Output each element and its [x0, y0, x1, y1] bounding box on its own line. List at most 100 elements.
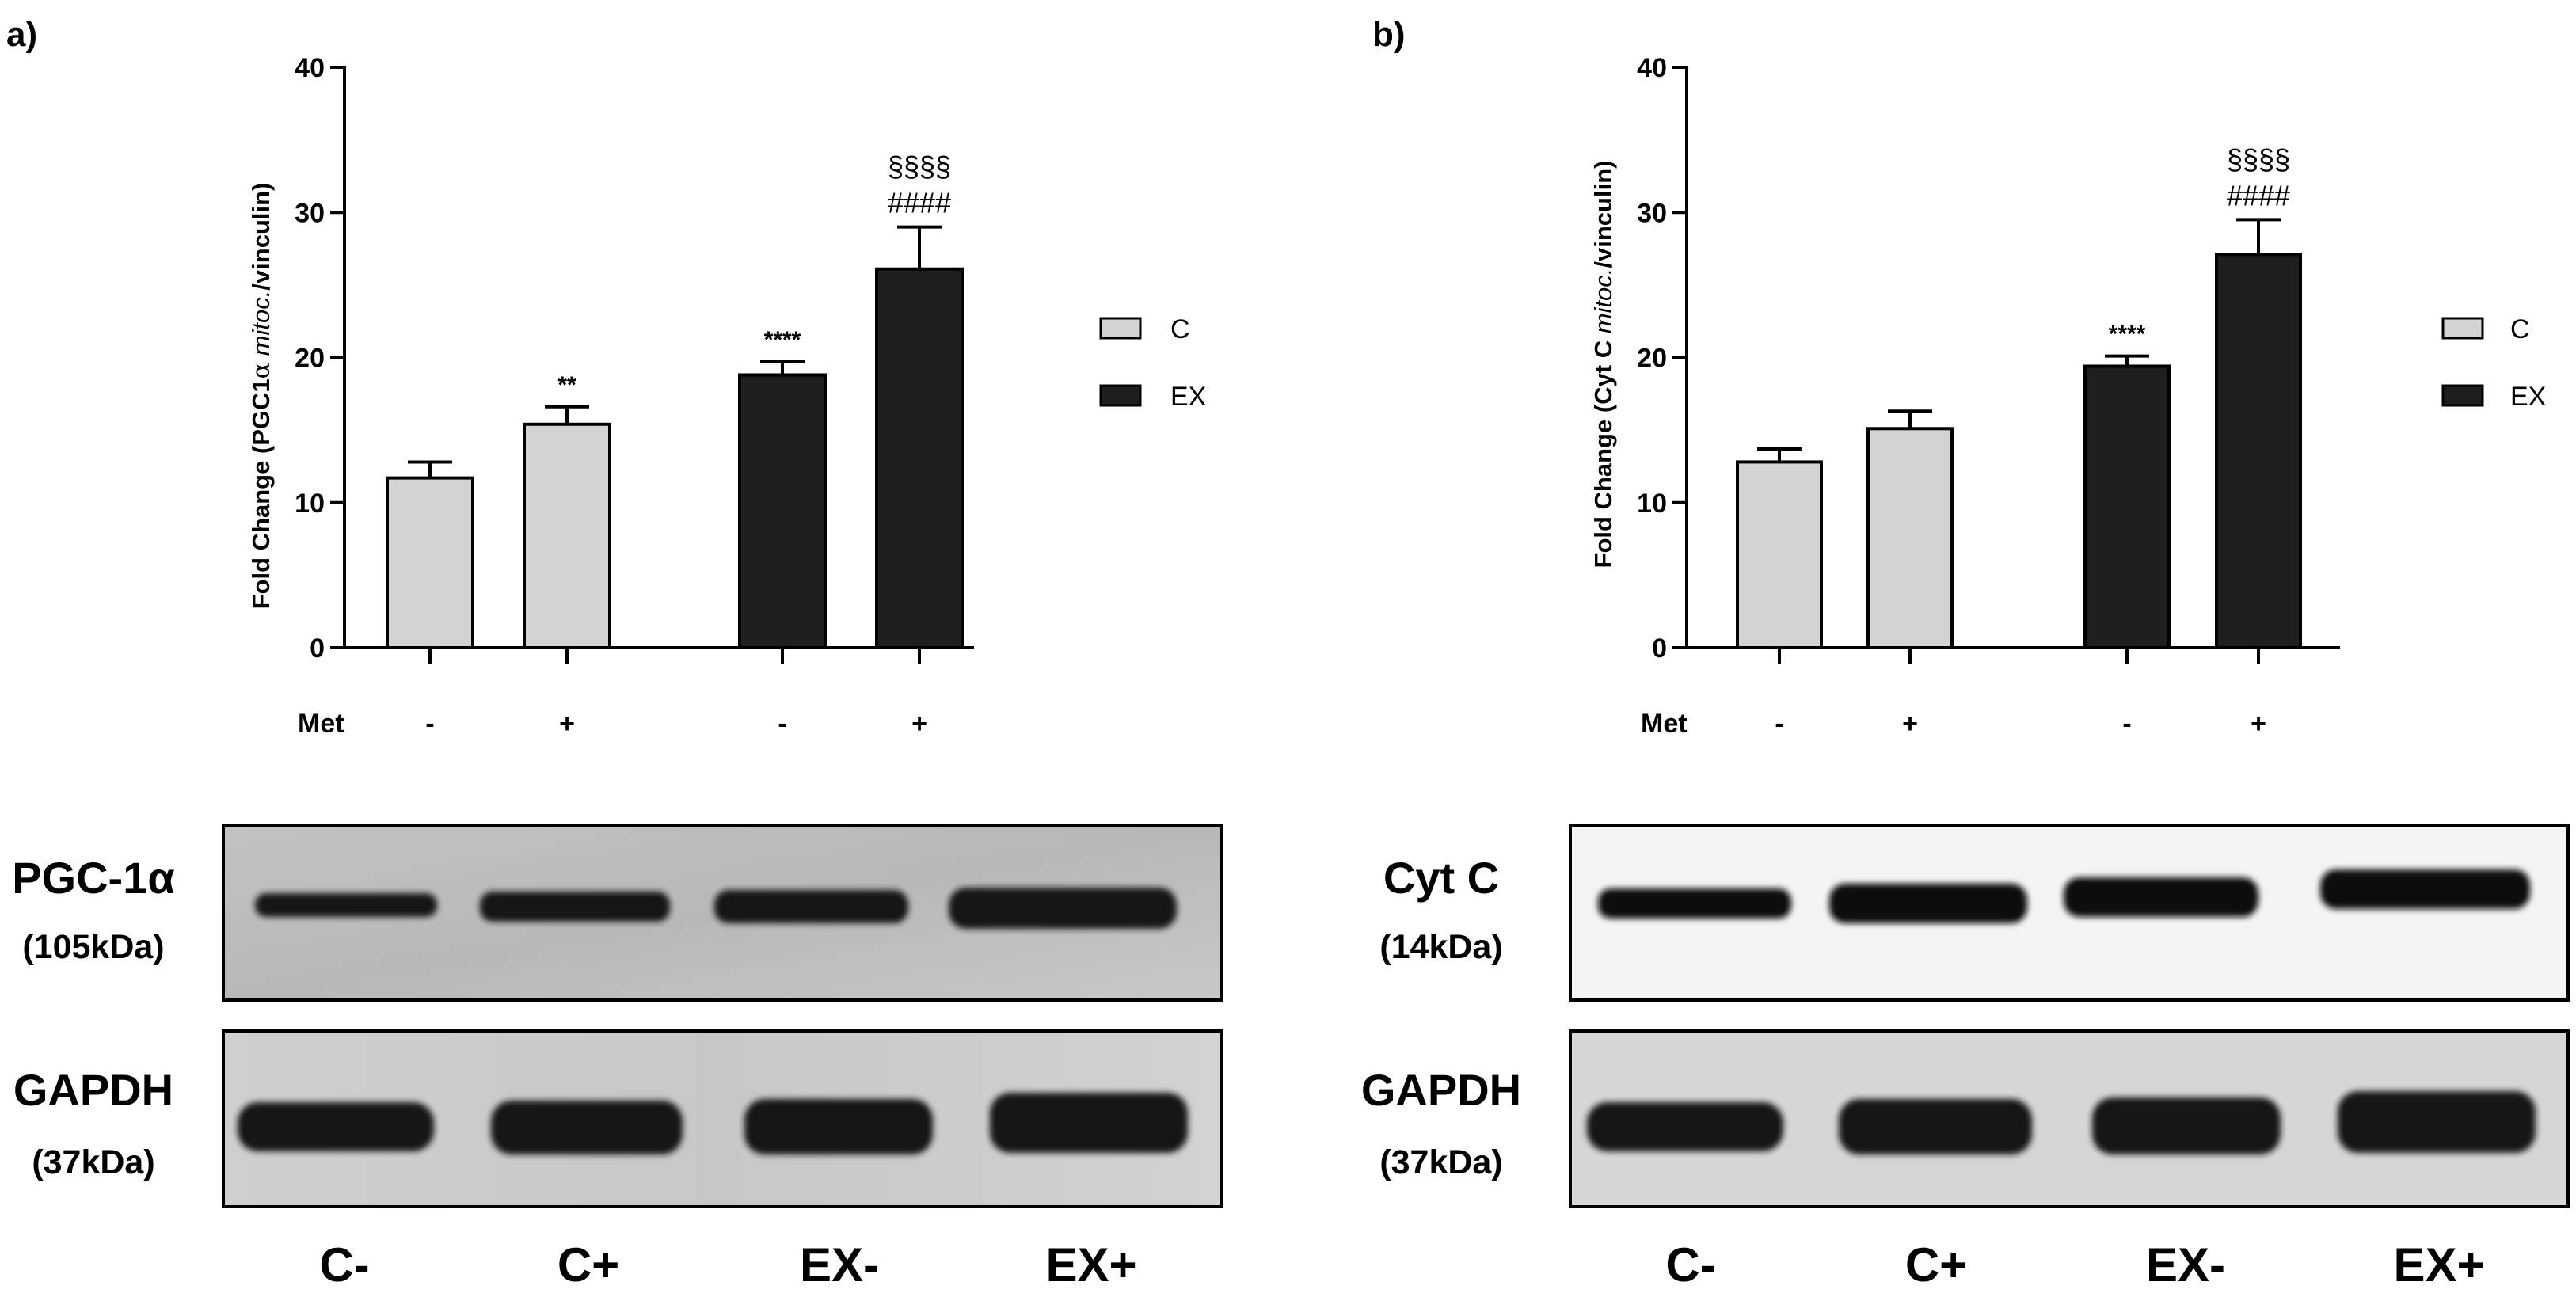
x-tick-label: -: [1775, 709, 1783, 739]
significance-label: ####: [888, 187, 951, 219]
bar: [875, 267, 964, 649]
band-cytc-ex-plus: [2320, 869, 2530, 909]
band-gapdh-c-plus: [491, 1101, 683, 1154]
lane-label: C-: [319, 1238, 369, 1291]
blot-label-gapdh: GAPDH: [13, 1065, 173, 1115]
y-axis-label-a: Fold Change (PGC1α mitoc./vinculin): [247, 183, 276, 610]
y-tick-label: 10: [1637, 489, 1667, 519]
band-cytc-c-minus: [1598, 888, 1791, 919]
y-tick-label: 40: [1637, 53, 1667, 83]
bands-gapdh: [238, 1093, 1188, 1154]
y-axis-label-prefix: Fold Change (PGC1: [247, 378, 275, 609]
legend-swatch-c: [2441, 317, 2484, 340]
bar: [523, 422, 611, 649]
band-gapdh-ex-minus: [744, 1099, 933, 1154]
y-tick-label: 30: [295, 198, 325, 228]
x-tick-label: +: [1902, 709, 1918, 739]
blot-label-gapdh: GAPDH: [1361, 1065, 1521, 1115]
bands-cytc: [1598, 869, 2530, 923]
x-tick-label: -: [778, 709, 786, 739]
blot-kda-cytc: (14kDa): [1379, 928, 1502, 966]
y-axis-label-italic: mitoc.: [247, 291, 275, 356]
bar: [2215, 253, 2302, 649]
legend-label-c: C: [2510, 314, 2530, 344]
legend-swatch-c: [1099, 317, 1142, 340]
lane-label: EX-: [800, 1238, 879, 1291]
y-axis-a: 0 10 20 30 40: [295, 53, 346, 664]
band-gapdh-ex-plus: [2338, 1091, 2536, 1153]
legend-label-ex: EX: [1170, 382, 1206, 412]
significance-label: §§§§: [2227, 143, 2290, 175]
lane-label: C+: [1905, 1238, 1967, 1291]
bar: [386, 476, 474, 649]
blot-kda-gapdh: (37kDa): [1379, 1143, 1502, 1181]
bands-pgc1a: [255, 888, 1177, 929]
band-pgc1a-ex-minus: [714, 890, 908, 923]
lane-label: C+: [557, 1238, 619, 1291]
band-pgc1a-c-minus: [255, 893, 437, 917]
legend-label-ex: EX: [2510, 382, 2546, 412]
met-row-label-a: Met: [298, 709, 344, 739]
blot-kda-pgc1a: (105kDa): [22, 928, 164, 966]
x-tick-label: +: [911, 709, 927, 739]
significance-label: ****: [2109, 321, 2146, 348]
lane-labels-a: C- C+ EX- EX+: [319, 1238, 1136, 1291]
x-tick-label: +: [559, 709, 575, 739]
band-cytc-ex-minus: [2064, 877, 2258, 917]
bands-gapdh-b: [1587, 1091, 2536, 1154]
band-cytc-c-plus: [1829, 884, 2027, 923]
blot-label-pgc1a: PGC-1α: [12, 853, 175, 903]
y-tick-label: 20: [295, 344, 325, 374]
bar: [738, 373, 827, 649]
western-blot-b: Cyt C (14kDa) GAPDH (37kDa) C- C+ EX- EX…: [1361, 824, 2570, 1291]
legend-a: C EX: [1099, 314, 1206, 412]
x-axis-a: - + - +: [343, 646, 974, 739]
blot-kda-gapdh: (37kDa): [32, 1143, 154, 1181]
y-tick-label: 0: [1652, 633, 1667, 664]
significance-label: ****: [764, 327, 801, 353]
lane-label: EX+: [1045, 1238, 1136, 1291]
x-tick-label: -: [425, 709, 434, 739]
lane-label: EX+: [2393, 1238, 2484, 1291]
band-gapdh-ex-minus: [2092, 1097, 2281, 1154]
band-gapdh-c-minus: [1587, 1102, 1783, 1151]
y-axis-label-suffix: /vinculin): [247, 183, 275, 291]
bar: [1866, 427, 1954, 649]
met-row-label-b: Met: [1641, 709, 1688, 739]
y-tick-label: 10: [295, 489, 325, 519]
y-tick-label: 20: [1637, 344, 1667, 374]
band-gapdh-c-minus: [238, 1102, 434, 1151]
x-tick-label: -: [2122, 709, 2131, 739]
legend-b: C EX: [2441, 314, 2546, 412]
legend-label-c: C: [1170, 314, 1190, 344]
panel-label-b: b): [1372, 15, 1406, 54]
band-pgc1a-c-plus: [480, 892, 670, 922]
chart-panel-b: b) Fold Change (Cyt C mitoc./vinculin) 0…: [1372, 15, 2546, 739]
y-axis-label-italic: mitoc.: [1589, 268, 1617, 334]
significance-label: §§§§: [888, 150, 951, 183]
y-axis-b: 0 10 20 30 40: [1637, 53, 1688, 664]
significance-label: ####: [2227, 179, 2290, 211]
y-tick-label: 0: [310, 633, 325, 664]
lane-label: C-: [1665, 1238, 1715, 1291]
y-axis-label-prefix: Fold Change (Cyt C: [1589, 333, 1617, 568]
y-axis-label-b: Fold Change (Cyt C mitoc./vinculin): [1589, 161, 1617, 569]
y-tick-label: 40: [295, 53, 325, 83]
legend-swatch-ex: [1099, 384, 1142, 407]
bar: [2083, 364, 2171, 649]
x-tick-label: +: [2251, 709, 2266, 739]
significance-label: **: [557, 372, 576, 398]
panel-label-a: a): [6, 15, 37, 54]
blot-label-cytc: Cyt C: [1383, 853, 1499, 903]
band-gapdh-c-plus: [1839, 1099, 2032, 1154]
y-tick-label: 30: [1637, 198, 1667, 228]
western-blot-a: PGC-1α (105kDa) GAPDH (37kDa) C- C+ EX- …: [12, 824, 1223, 1291]
bar: [1736, 460, 1823, 649]
chart-panel-a: a) Fold Change (PGC1α mitoc./vinculin) 0 1…: [6, 15, 1206, 739]
x-axis-b: - + - +: [1685, 646, 2340, 739]
lane-label: EX-: [2146, 1238, 2225, 1291]
y-axis-label-greek: α: [247, 362, 276, 378]
y-axis-label-suffix: /vinculin): [1589, 161, 1617, 268]
bars-b: **** #### §§§§: [1736, 143, 2302, 649]
